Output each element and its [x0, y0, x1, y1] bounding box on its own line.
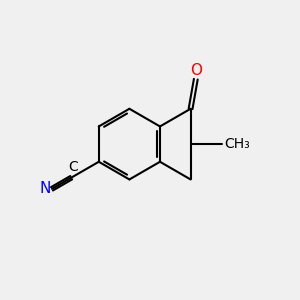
Text: O: O: [190, 63, 202, 78]
Text: N: N: [39, 181, 50, 196]
Text: CH₃: CH₃: [224, 137, 250, 151]
Text: C: C: [68, 160, 78, 174]
